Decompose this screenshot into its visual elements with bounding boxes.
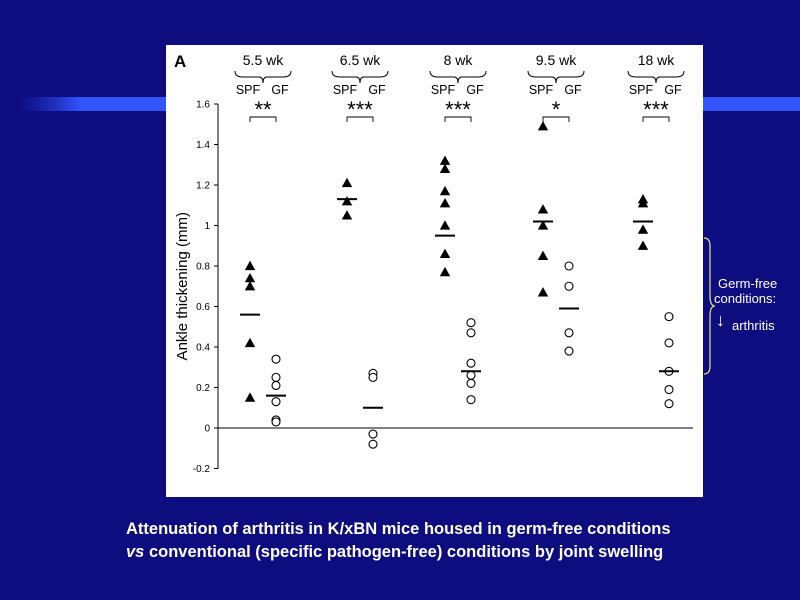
y-tick-label: 0.2 — [196, 383, 210, 394]
group-label-spf: SPF — [431, 83, 456, 97]
significance-stars: *** — [643, 97, 669, 122]
spf-point — [439, 266, 451, 277]
group-label-gf: GF — [564, 83, 582, 97]
y-tick-label: 0 — [204, 424, 210, 435]
gf-point — [271, 417, 281, 427]
chart-panel: A -0.2 0 0.2 0.4 0.6 0.8 1 1.2 1.4 1.6 Ankle thicke… — [166, 45, 703, 497]
spf-point — [439, 163, 451, 173]
gf-point — [271, 354, 281, 364]
gf-point — [564, 261, 574, 271]
group-label-spf: SPF — [333, 83, 358, 97]
gf-point — [368, 372, 378, 382]
spf-point — [244, 392, 256, 402]
gf-point — [466, 318, 476, 328]
spf-point — [341, 177, 353, 188]
spf-point — [439, 198, 451, 208]
comparison-bracket — [642, 116, 670, 122]
timepoint-brace — [429, 70, 487, 84]
gf-point — [466, 370, 476, 380]
y-axis-title: Ankle thickening (mm) — [174, 212, 191, 360]
group-label-gf: GF — [271, 83, 289, 97]
spf-point — [537, 220, 549, 230]
y-tick-label: 1 — [204, 221, 210, 232]
scatter-chart: A -0.2 0 0.2 0.4 0.6 0.8 1 1.2 1.4 1.6 Ankle thicke… — [174, 52, 693, 475]
gf-point — [368, 439, 378, 449]
spf-point — [537, 121, 549, 131]
caption-line2: conventional (specific pathogen-free) co… — [144, 543, 664, 561]
spf-point — [637, 240, 649, 250]
y-tick-label: 1.4 — [196, 140, 210, 151]
timepoint-brace — [234, 70, 292, 84]
group-label-spf: SPF — [529, 83, 554, 97]
gf-point — [664, 312, 674, 322]
group-label-gf: GF — [664, 83, 682, 97]
significance-stars: *** — [445, 97, 471, 122]
significance-stars: ** — [254, 97, 272, 122]
y-tick-label: -0.2 — [193, 464, 211, 475]
spf-point — [439, 185, 451, 196]
comparison-bracket — [249, 116, 277, 122]
spf-point — [637, 198, 649, 208]
group-label-spf: SPF — [236, 83, 261, 97]
gf-point — [564, 281, 574, 291]
timepoint-brace — [527, 70, 585, 84]
y-tick-label: 0.4 — [196, 343, 210, 354]
gf-point — [564, 346, 574, 356]
gf-point — [664, 338, 674, 348]
spf-point — [439, 220, 451, 230]
slide-caption: Attenuation of arthritis in K/xBN mice h… — [126, 518, 796, 564]
gf-point — [466, 358, 476, 368]
spf-point — [439, 155, 451, 165]
germfree-annotation: Germ-free conditions: ↓ arthritis — [700, 236, 800, 376]
gf-point — [368, 429, 378, 439]
gf-point — [664, 399, 674, 409]
spf-point — [341, 196, 353, 206]
y-tick-label: 1.6 — [196, 100, 210, 111]
spf-point — [537, 250, 549, 261]
timepoint-label: 8 wk — [444, 52, 474, 68]
gf-point — [271, 397, 281, 407]
timepoint-label: 18 wk — [638, 52, 676, 68]
y-tick-label: 1.2 — [196, 181, 210, 192]
timepoint-brace — [331, 70, 389, 84]
comparison-bracket — [346, 116, 374, 122]
comparison-bracket — [444, 116, 472, 122]
annotation-line1: Germ-free — [718, 276, 778, 291]
gf-point — [271, 372, 281, 382]
panel-label: A — [174, 52, 186, 71]
timepoint-label: 5.5 wk — [243, 52, 284, 68]
annotation-line3: arthritis — [732, 318, 775, 333]
gf-point — [271, 380, 281, 391]
annotation-line2: conditions: — [714, 291, 777, 306]
spf-point — [537, 204, 549, 214]
spf-point — [244, 260, 256, 271]
annotation-brace — [703, 237, 716, 375]
spf-point — [637, 224, 649, 234]
timepoint-label: 6.5 wk — [340, 52, 381, 68]
caption-line1: Attenuation of arthritis in K/xBN mice h… — [126, 520, 671, 538]
timepoint-brace — [627, 70, 685, 84]
down-arrow-icon: ↓ — [716, 310, 725, 330]
spf-point — [439, 248, 451, 259]
gf-point — [466, 378, 476, 389]
gf-point — [564, 328, 574, 338]
spf-point — [537, 287, 549, 297]
y-tick-label: 0.6 — [196, 302, 210, 313]
significance-stars: *** — [347, 97, 373, 122]
group-label-gf: GF — [466, 83, 484, 97]
group-label-spf: SPF — [629, 83, 654, 97]
gf-point — [466, 328, 476, 338]
timepoint-label: 9.5 wk — [536, 52, 577, 68]
gf-point — [664, 384, 674, 395]
gf-point — [466, 395, 476, 405]
group-label-gf: GF — [368, 83, 386, 97]
comparison-bracket — [542, 116, 570, 122]
y-tick-label: 0.8 — [196, 262, 210, 273]
caption-vs: vs — [126, 543, 145, 561]
spf-point — [244, 272, 256, 283]
significance-stars: * — [552, 97, 561, 122]
spf-point — [244, 337, 256, 348]
spf-point — [244, 281, 256, 291]
spf-point — [341, 210, 353, 220]
